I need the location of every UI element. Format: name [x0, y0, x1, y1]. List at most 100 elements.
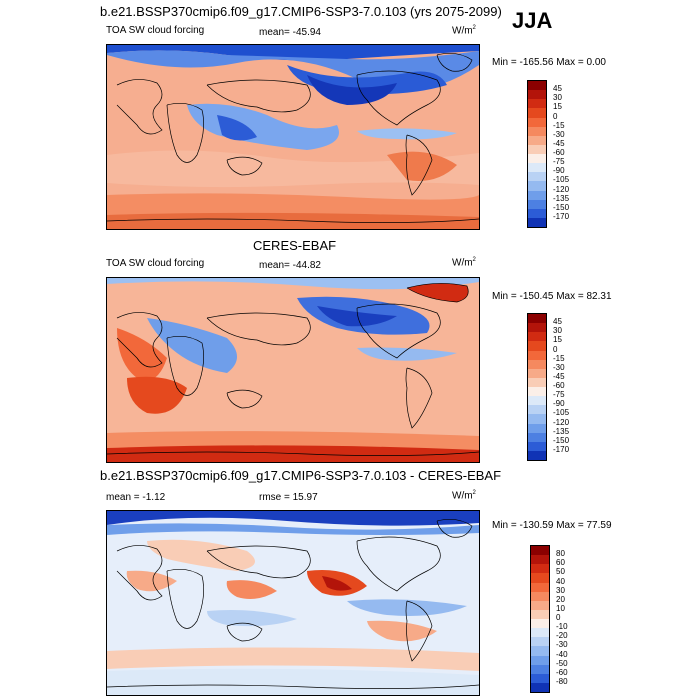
colorbar-tick-label: -135 — [553, 193, 570, 203]
colorbar-tick-label: 15 — [553, 335, 562, 345]
colorbar-tick-label: -45 — [553, 138, 565, 148]
colorbar-tick-label: 45 — [553, 317, 562, 327]
colorbar-swatch — [531, 673, 549, 683]
panel-1-mean: mean= -45.94 — [259, 27, 321, 38]
panel-1-minmax: Min = -165.56 Max = 0.00 — [492, 57, 606, 68]
panel-2-variable: TOA SW cloud forcing — [106, 258, 205, 269]
colorbar-swatch — [528, 387, 546, 397]
panel-3-title: b.e21.BSSP370cmip6.f09_g17.CMIP6-SSP3-7.… — [100, 468, 502, 483]
colorbar-swatch — [528, 450, 546, 460]
panel-2-title: CERES-EBAF — [253, 238, 337, 253]
panel-3-mean: mean = -1.12 — [106, 492, 166, 503]
panel-2-minmax: Min = -150.45 Max = 82.31 — [492, 291, 612, 302]
colorbar-swatch — [528, 135, 546, 145]
colorbar-tick-label: 30 — [553, 93, 562, 103]
colorbar-swatch — [528, 377, 546, 387]
colorbar-swatch — [528, 414, 546, 424]
colorbar-swatch — [528, 108, 546, 118]
colorbar-swatch — [528, 396, 546, 406]
colorbar-swatch — [528, 190, 546, 200]
colorbar-swatch — [531, 609, 549, 619]
panel-3-minmax: Min = -130.59 Max = 77.59 — [492, 520, 612, 531]
colorbar-swatch — [528, 154, 546, 164]
colorbar-swatch — [528, 350, 546, 360]
panel-2-units: W/m2 — [452, 257, 476, 269]
colorbar-tick-label: -10 — [556, 622, 568, 632]
season-label: JJA — [512, 8, 553, 33]
colorbar-tick-label: -15 — [553, 120, 565, 130]
colorbar-swatch — [531, 655, 549, 665]
colorbar-swatch — [531, 646, 549, 656]
colorbar-tick-label: -75 — [553, 157, 565, 167]
panel-3-map-field — [107, 511, 479, 695]
colorbar-tick-label: 45 — [553, 84, 562, 94]
colorbar-tick-label: -20 — [556, 631, 568, 641]
colorbar-swatch — [531, 555, 549, 565]
panel-3-rmse: rmse = 15.97 — [259, 492, 318, 503]
colorbar-tick-label: -170 — [553, 444, 570, 454]
colorbar-tick-label: 0 — [553, 344, 558, 354]
colorbar-swatch — [528, 90, 546, 100]
colorbar-swatch — [531, 582, 549, 592]
colorbar-tick-label: -105 — [553, 175, 570, 185]
colorbar-swatch — [528, 359, 546, 369]
colorbar-tick-label: 15 — [553, 102, 562, 112]
colorbar-swatch — [531, 564, 549, 574]
colorbar-tick-label: -90 — [553, 399, 565, 409]
colorbar-swatch — [528, 172, 546, 182]
panel-2-map — [106, 277, 480, 463]
colorbar-tick-label: -30 — [553, 129, 565, 139]
colorbar-swatch — [528, 332, 546, 342]
colorbar-tick-label: 30 — [556, 585, 565, 595]
colorbar-swatch — [528, 341, 546, 351]
colorbar-tick-label: -75 — [553, 390, 565, 400]
colorbar-tick-label: 60 — [556, 558, 565, 568]
colorbar-swatch — [528, 126, 546, 136]
colorbar-swatch — [531, 628, 549, 638]
colorbar-tick-label: -60 — [553, 148, 565, 157]
colorbar-tick-label: -120 — [553, 184, 570, 194]
colorbar-tick-label: -80 — [556, 676, 568, 686]
colorbar-tick-label: -30 — [556, 640, 568, 650]
colorbar-swatch — [528, 423, 546, 433]
colorbar-tick-label: -120 — [553, 417, 570, 427]
panel-2-colorbar — [527, 313, 547, 461]
panel-3-colorbar — [530, 545, 550, 693]
colorbar-swatch — [528, 181, 546, 191]
colorbar-tick-label: 0 — [553, 111, 558, 121]
colorbar-tick-label: -90 — [553, 166, 565, 176]
colorbar-swatch — [528, 163, 546, 173]
panel-1-colorbar — [527, 80, 547, 228]
panel-2-map-field — [107, 278, 479, 462]
colorbar-tick-label: -105 — [553, 408, 570, 418]
colorbar-swatch — [528, 144, 546, 154]
colorbar-swatch — [528, 199, 546, 209]
colorbar-swatch — [528, 217, 546, 227]
colorbar-swatch — [528, 405, 546, 415]
colorbar-swatch — [531, 682, 549, 692]
colorbar-swatch — [531, 546, 549, 556]
colorbar-tick-label: 10 — [556, 603, 565, 613]
colorbar-tick-label: -150 — [553, 202, 570, 212]
colorbar-swatch — [528, 314, 546, 324]
colorbar-tick-label: -135 — [553, 426, 570, 436]
colorbar-swatch — [531, 619, 549, 629]
panel-1-variable: TOA SW cloud forcing — [106, 25, 205, 36]
panel-2-mean: mean= -44.82 — [259, 260, 321, 271]
colorbar-tick-label: -60 — [553, 381, 565, 390]
colorbar-tick-label: -30 — [553, 362, 565, 372]
colorbar-tick-label: -170 — [553, 211, 570, 221]
colorbar-tick-label: 0 — [556, 613, 561, 622]
colorbar-swatch — [531, 637, 549, 647]
panel-1-title: b.e21.BSSP370cmip6.f09_g17.CMIP6-SSP3-7.… — [100, 4, 502, 19]
panel-1-map — [106, 44, 480, 230]
colorbar-swatch — [531, 591, 549, 601]
colorbar-swatch — [531, 600, 549, 610]
colorbar-swatch — [531, 664, 549, 674]
colorbar-swatch — [528, 117, 546, 127]
colorbar-swatch — [528, 208, 546, 218]
colorbar-tick-label: -15 — [553, 353, 565, 363]
colorbar-tick-label: -150 — [553, 435, 570, 445]
colorbar-swatch — [528, 99, 546, 109]
colorbar-tick-label: 20 — [556, 594, 565, 604]
